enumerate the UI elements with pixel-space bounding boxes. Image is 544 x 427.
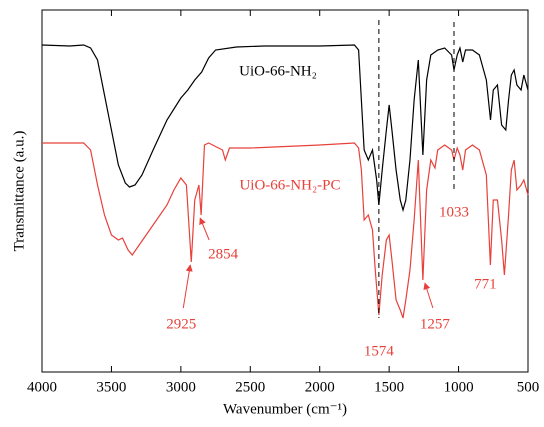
annotation-arrow xyxy=(423,282,434,309)
annotation-label: 2925 xyxy=(166,316,196,332)
x-tick-label: 4000 xyxy=(27,379,57,395)
series-line xyxy=(42,142,529,319)
x-tick-label: 3500 xyxy=(96,379,126,395)
annotation-arrow xyxy=(182,264,193,309)
x-tick-label: 500 xyxy=(517,379,540,395)
annotation-label: 1257 xyxy=(420,316,451,332)
annotation-arrow xyxy=(199,217,210,241)
x-axis-label: Wavenumber (cm⁻¹) xyxy=(223,401,347,417)
x-tick-label: 1000 xyxy=(444,379,474,395)
x-tick-label: 1500 xyxy=(374,379,404,395)
annotation-label: 771 xyxy=(474,276,497,292)
series-label: UiO-66-NH₂-PC xyxy=(239,177,340,193)
annotation-label: 1574 xyxy=(364,343,395,359)
series-label: UiO-66-NH₂ xyxy=(239,63,317,79)
annotation-label: 2854 xyxy=(208,246,239,262)
x-tick-label: 2500 xyxy=(235,379,265,395)
series-line xyxy=(41,44,529,213)
x-tick-label: 2000 xyxy=(305,379,335,395)
plot-frame xyxy=(41,9,529,373)
annotation-label: 1033 xyxy=(439,204,469,220)
y-axis-label: Transmittance (a.u.) xyxy=(11,131,27,252)
x-tick-label: 3000 xyxy=(166,379,196,395)
